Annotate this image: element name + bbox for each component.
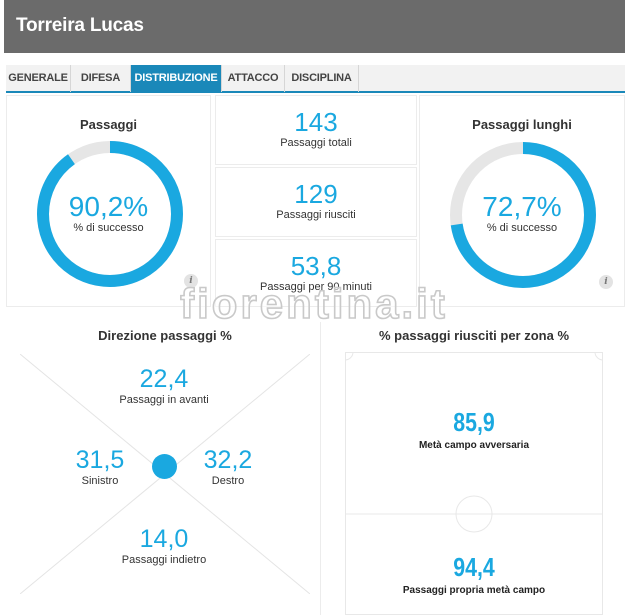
info-icon[interactable]: i <box>599 275 613 289</box>
zona-avversaria-value: 85,9 <box>453 407 495 437</box>
zona-title: % passaggi riusciti per zona % <box>379 328 569 343</box>
stats-tabs: GENERALE DIFESA DISTRIBUZIONE ATTACCO DI… <box>6 65 625 93</box>
direzione-title: Direzione passaggi % <box>98 328 232 343</box>
zona-avversaria-label: Metà campo avversaria <box>418 440 530 451</box>
destro-label: Destro <box>211 475 245 487</box>
destro-value: 32,2 <box>203 446 253 474</box>
pitch-center-circle <box>455 495 493 533</box>
passaggi-lunghi-success-label: % di successo <box>486 222 558 234</box>
avanti-label: Passaggi in avanti <box>119 394 209 406</box>
stat-value: 143 <box>294 107 338 137</box>
sinistro-label: Sinistro <box>81 475 119 487</box>
tab-attacco[interactable]: ATTACCO <box>222 65 285 92</box>
passaggi-donut <box>37 141 183 287</box>
passaggi-panel: Passaggi 90,2% % di successo i <box>6 95 211 307</box>
tab-disciplina[interactable]: DISCIPLINA <box>285 65 359 92</box>
tab-generale[interactable]: GENERALE <box>6 65 71 92</box>
indietro-value: 14,0 <box>139 525 189 553</box>
tab-difesa[interactable]: DIFESA <box>71 65 131 92</box>
stat-label: Passaggi riusciti <box>276 209 356 221</box>
passaggi-lunghi-success-value: 72,7% <box>482 191 562 222</box>
pitch-corner <box>594 352 603 361</box>
passaggi-lunghi-panel: Passaggi lunghi 72,7% % di successo i <box>419 95 625 307</box>
pitch-corner <box>345 352 354 361</box>
stat-value: 129 <box>294 179 338 209</box>
passaggi-success-label: % di successo <box>73 222 144 234</box>
info-icon[interactable]: i <box>184 274 198 288</box>
stat-value: 53,8 <box>290 251 342 281</box>
avanti-value: 22,4 <box>139 365 189 393</box>
passaggi-lunghi-donut <box>450 142 596 288</box>
section-divider <box>320 322 321 615</box>
passaggi-lunghi-donut-arc <box>450 142 596 288</box>
sinistro-value: 31,5 <box>75 446 125 474</box>
center-dot <box>152 454 177 479</box>
stat-passaggi-riusciti: 129 Passaggi riusciti <box>215 167 417 237</box>
zona-propria-label: Passaggi propria metà campo <box>402 585 546 596</box>
indietro-label: Passaggi indietro <box>121 554 207 566</box>
passaggi-title: Passaggi <box>79 117 138 132</box>
pitch-diagram <box>345 352 603 615</box>
pitch-outline <box>345 352 603 615</box>
stat-label: Passaggi per 90 minuti <box>260 281 372 293</box>
player-header: Torreira Lucas <box>4 0 625 53</box>
passaggi-donut-arc <box>37 141 183 287</box>
passaggi-success-value: 90,2% <box>68 191 149 222</box>
stat-passaggi-90: 53,8 Passaggi per 90 minuti <box>215 239 417 307</box>
passaggi-lunghi-title: Passaggi lunghi <box>472 117 572 132</box>
zona-propria-value: 94,4 <box>453 552 495 582</box>
stat-passaggi-totali: 143 Passaggi totali <box>215 95 417 165</box>
tab-distribuzione[interactable]: DISTRIBUZIONE <box>131 65 222 92</box>
stat-label: Passaggi totali <box>280 137 352 149</box>
player-name: Torreira Lucas <box>16 15 144 36</box>
